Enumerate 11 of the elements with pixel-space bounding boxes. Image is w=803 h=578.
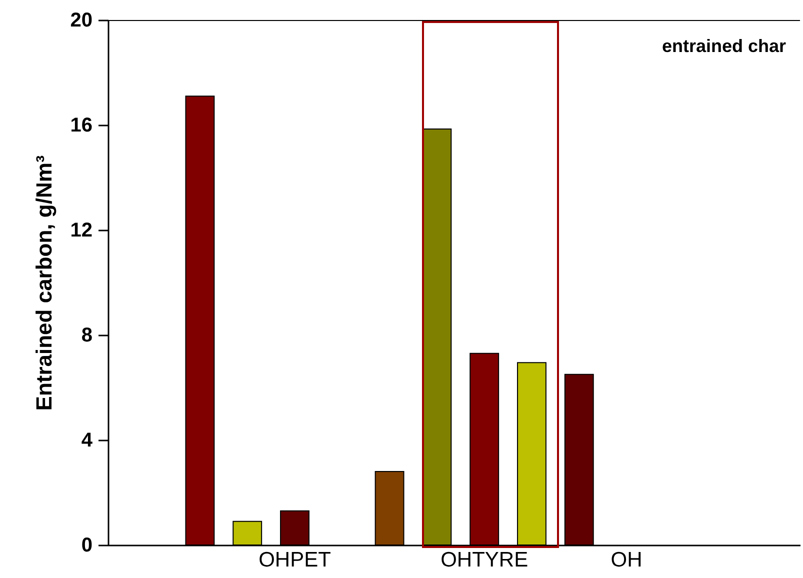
y-tick-label: 12 [70, 220, 92, 242]
x-tick-label: OHTYRE [440, 548, 528, 572]
annotation: entrained char [662, 36, 786, 56]
x-tick-label: OHPET [258, 548, 332, 572]
y-tick-label: 0 [81, 534, 92, 556]
y-tick-label: 20 [70, 10, 92, 32]
y-axis-title: Entrained carbon, g/Nm³ [31, 155, 56, 411]
y-tick-label: 16 [70, 114, 92, 136]
x-tick-label: OH [610, 548, 642, 572]
y-tick-label: 8 [81, 324, 92, 346]
y-tick-label: 4 [81, 430, 94, 452]
